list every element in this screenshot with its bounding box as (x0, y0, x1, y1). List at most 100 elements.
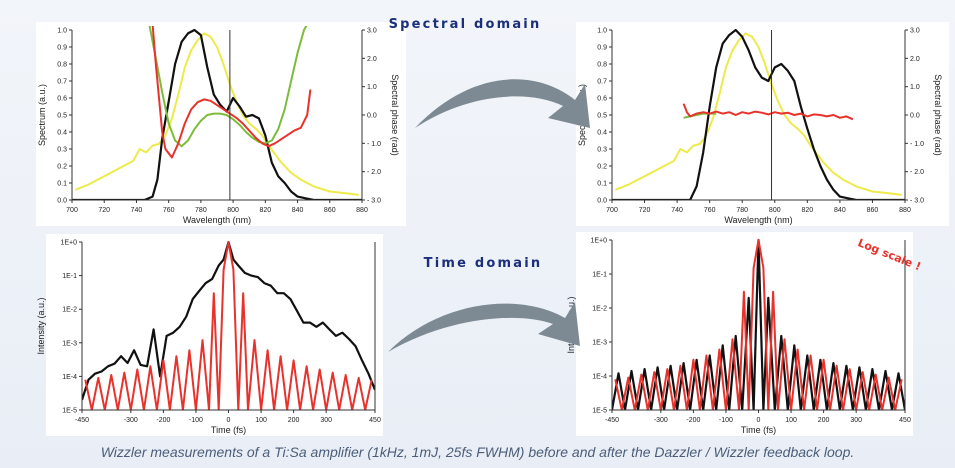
y-tick-label: 0.0 (597, 198, 607, 205)
y-tick-label: 1.0 (57, 28, 67, 35)
series-group (82, 240, 375, 410)
y-tick-label: 0.6 (57, 96, 67, 103)
y-tick-label: 0.5 (57, 113, 67, 120)
x-tick-label: -200 (686, 417, 700, 424)
x-tick-label: 800 (769, 207, 781, 214)
heading-spectral-domain: Spectral domain (389, 17, 542, 32)
y2-tick-label: - 2.0 (910, 169, 924, 176)
x-tick-label: 800 (227, 207, 239, 214)
y-tick-label: 0.9 (597, 45, 607, 52)
series-group (612, 238, 905, 410)
y2-tick-label: 3.0 (910, 28, 920, 35)
y-tick-label: 1E-5 (62, 408, 77, 415)
x-tick-label: 740 (671, 207, 683, 214)
x-tick-label: 880 (356, 207, 368, 214)
x-tick-label: 780 (736, 207, 748, 214)
y-tick-label: 0.1 (57, 181, 67, 188)
x-tick-label: -450 (605, 417, 619, 424)
x-tick-label: 840 (834, 207, 846, 214)
plot-background (576, 22, 949, 226)
x-tick-label: -100 (189, 417, 203, 424)
y-tick-label: 0.0 (57, 198, 67, 205)
x-tick-label: 740 (131, 207, 143, 214)
series-reference-line (614, 32, 902, 196)
y-tick-label: 0.7 (597, 79, 607, 86)
arrow-time (388, 302, 580, 352)
spectral-before-plot: 700 720 740 760 780 800 820 840 860 880 0.0 0.1 0.2 0… (36, 22, 406, 226)
x-tick-label: -300 (654, 417, 668, 424)
series-reference-line (74, 32, 359, 196)
y-tick-label: 1E-4 (62, 374, 77, 381)
y-axis-title: Intensity (a.u.) (36, 297, 46, 354)
y-tick-label: 0.6 (597, 96, 607, 103)
y-tick-label: 0.4 (57, 130, 67, 137)
y-tick-label: 0.3 (597, 147, 607, 154)
x-tick-label: 450 (899, 417, 911, 424)
series-phase-line (151, 26, 312, 159)
y-tick-label: 1E-1 (62, 273, 77, 280)
x-axis-title: Wavelength (nm) (183, 215, 251, 225)
time-after-plot: -450 -300 -200 -100 0 100 200 300 450 1E-5 1E-4 1E-… (566, 232, 913, 436)
y-axis-title: Spectrum (a.u.) (37, 84, 47, 146)
arrow-spectral (415, 79, 590, 128)
y-tick-label: 0.7 (57, 79, 67, 86)
x-tick-label: 300 (320, 417, 332, 424)
y-tick-label: 0.3 (57, 147, 67, 154)
x-tick-label: -200 (156, 417, 170, 424)
y2-tick-label: 2.0 (367, 56, 377, 63)
y-tick-label: 1E+0 (590, 238, 607, 245)
y-tick-label: 0.4 (597, 130, 607, 137)
x-axis-title: Time (fs) (211, 425, 246, 435)
y-tick-label: 1.0 (597, 28, 607, 35)
time-before-plot: -450 -300 -200 -100 0 100 200 300 450 1E-5 1E-4 1E-… (36, 234, 383, 436)
y-tick-label: 1E+0 (60, 240, 77, 247)
y-tick-label: 0.2 (57, 164, 67, 171)
x-tick-label: 450 (369, 417, 381, 424)
y-tick-label: 0.8 (597, 62, 607, 69)
x-tick-label: 700 (66, 207, 78, 214)
series-fit-line (84, 241, 373, 410)
x-tick-label: -450 (75, 417, 89, 424)
y-tick-label: 0.1 (597, 181, 607, 188)
y-tick-label: 1E-3 (592, 340, 607, 347)
x-tick-label: 780 (195, 207, 207, 214)
y2-axis-title: Spectral phase (rad) (933, 74, 943, 156)
x-tick-label: 100 (255, 417, 267, 424)
y2-tick-label: - 3.0 (367, 198, 381, 205)
y2-tick-label: - 2.0 (367, 169, 381, 176)
x-tick-label: 860 (867, 207, 879, 214)
x-tick-label: 760 (704, 207, 716, 214)
y-tick-label: 1E-2 (62, 307, 77, 314)
y2-tick-label: 2.0 (910, 56, 920, 63)
y2-tick-label: 1.0 (367, 84, 377, 91)
y2-tick-label: 3.0 (367, 28, 377, 35)
x-tick-label: 200 (288, 417, 300, 424)
x-tick-label: 720 (98, 207, 110, 214)
x-axis-title: Wavelength (nm) (724, 215, 792, 225)
x-tick-label: 880 (899, 207, 911, 214)
series-fit-line (614, 239, 903, 410)
series-phase-line (682, 103, 854, 121)
x-tick-label: 820 (801, 207, 813, 214)
x-axis-title: Time (fs) (741, 425, 776, 435)
figure-caption: Wizzler measurements of a Ti:Sa amplifie… (100, 444, 855, 460)
y-tick-label: 0.5 (597, 113, 607, 120)
y-tick-label: 1E-4 (592, 374, 607, 381)
x-tick-label: 840 (292, 207, 304, 214)
x-tick-label: 820 (259, 207, 271, 214)
x-tick-label: 720 (639, 207, 651, 214)
y-tick-label: 0.9 (57, 45, 67, 52)
spectral-after-plot: 700 720 740 760 780 800 820 840 860 880 0.0 0.1 0.2 0… (576, 22, 949, 226)
plot-background (46, 234, 383, 436)
x-tick-label: 860 (324, 207, 336, 214)
y-tick-label: 1E-5 (592, 408, 607, 415)
y2-tick-label: 1.0 (910, 84, 920, 91)
x-tick-label: 100 (785, 417, 797, 424)
y2-axis-title: Spectral phase (rad) (390, 74, 400, 156)
x-tick-label: 0 (757, 417, 761, 424)
x-tick-label: 700 (606, 207, 618, 214)
plot-background (36, 22, 406, 226)
y2-tick-label: - 3.0 (910, 198, 924, 205)
y2-tick-label: - 1.0 (367, 141, 381, 148)
